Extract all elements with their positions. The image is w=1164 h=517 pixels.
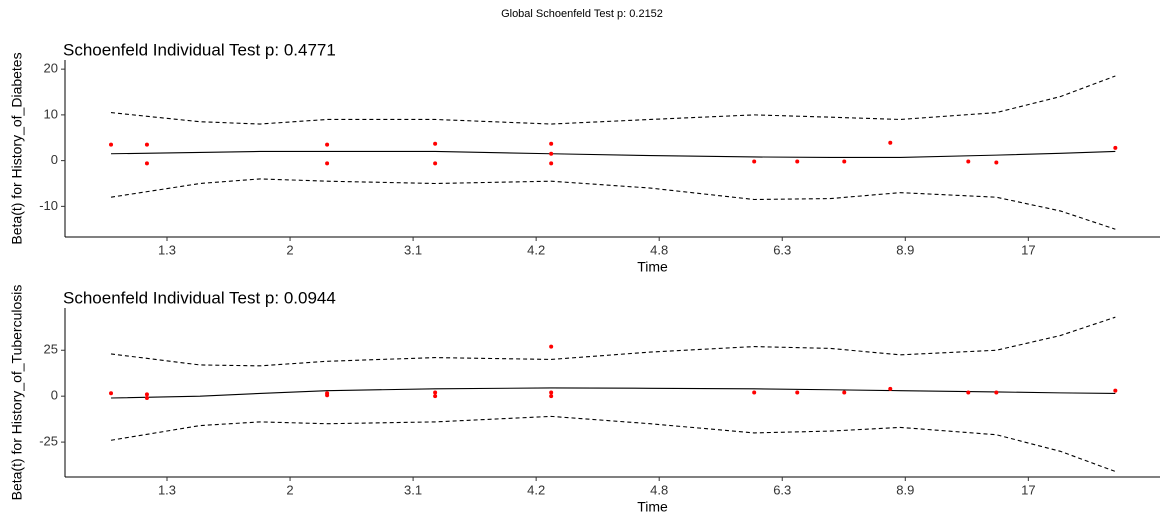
x-tick-label: 4.2 [527,242,545,257]
residual-point [433,161,438,166]
y-tick-label: 0 [51,152,58,167]
residual-point [144,396,149,401]
x-tick-label: 2 [286,482,293,497]
residual-point [795,390,800,395]
x-tick-label: 4.2 [527,482,545,497]
residual-point [966,390,971,395]
residual-point [842,390,847,395]
x-tick-label: 1.3 [158,482,176,497]
global-title: Global Schoenfeld Test p: 0.2152 [501,8,663,20]
residual-point [842,159,847,164]
confidence-upper [110,75,1116,125]
confidence-upper [110,316,1116,367]
residual-point [549,394,554,399]
residual-point [966,159,971,164]
y-tick-label: 25 [44,342,58,357]
y-axis-label: Beta(t) for History_of_Tuberculosis [9,285,25,501]
residual-point [549,141,554,146]
residual-point [144,142,149,147]
x-tick-label: 8.9 [896,482,914,497]
residual-point [752,390,757,395]
residual-point [109,142,114,147]
x-tick-label: 4.8 [650,242,668,257]
y-tick-label: 20 [44,61,58,76]
residual-point [888,386,893,391]
confidence-lower [110,178,1116,230]
x-tick-label: 3.1 [404,242,422,257]
x-tick-label: 1.3 [158,242,176,257]
residual-point [1113,145,1118,150]
residual-point [549,151,554,156]
residual-point [549,390,554,395]
residual-point [325,393,330,398]
residual-point [109,391,114,396]
fit-line [111,387,1116,399]
x-tick-label: 6.3 [773,482,791,497]
panel-title: Schoenfeld Individual Test p: 0.0944 [63,288,336,307]
residual-point [994,390,999,395]
y-tick-label: -25 [39,434,58,449]
residual-point [1113,388,1118,393]
y-axis-label: Beta(t) for History_of_Diabetes [9,52,25,244]
confidence-lower [110,415,1116,473]
residual-point [549,161,554,166]
residual-point [888,140,893,145]
panel-title: Schoenfeld Individual Test p: 0.4771 [63,40,336,59]
residual-point [325,142,330,147]
residual-point [549,344,554,349]
x-tick-label: 3.1 [404,482,422,497]
fit-line [111,150,1116,158]
x-tick-label: 8.9 [896,242,914,257]
residual-point [433,390,438,395]
y-tick-label: 10 [44,106,58,121]
x-tick-label: 17 [1021,242,1035,257]
y-tick-label: -10 [39,198,58,213]
residual-point [752,159,757,164]
residual-point [325,161,330,166]
residual-point [433,141,438,146]
x-tick-label: 6.3 [773,242,791,257]
x-tick-label: 2 [286,242,293,257]
residual-point [994,160,999,165]
residual-point [433,394,438,399]
y-tick-label: 0 [51,388,58,403]
residual-point [144,392,149,397]
residual-point [795,159,800,164]
x-axis-label: Time [637,259,668,275]
x-tick-label: 4.8 [650,482,668,497]
residual-point [144,161,149,166]
x-axis-label: Time [637,499,668,515]
x-tick-label: 17 [1021,482,1035,497]
